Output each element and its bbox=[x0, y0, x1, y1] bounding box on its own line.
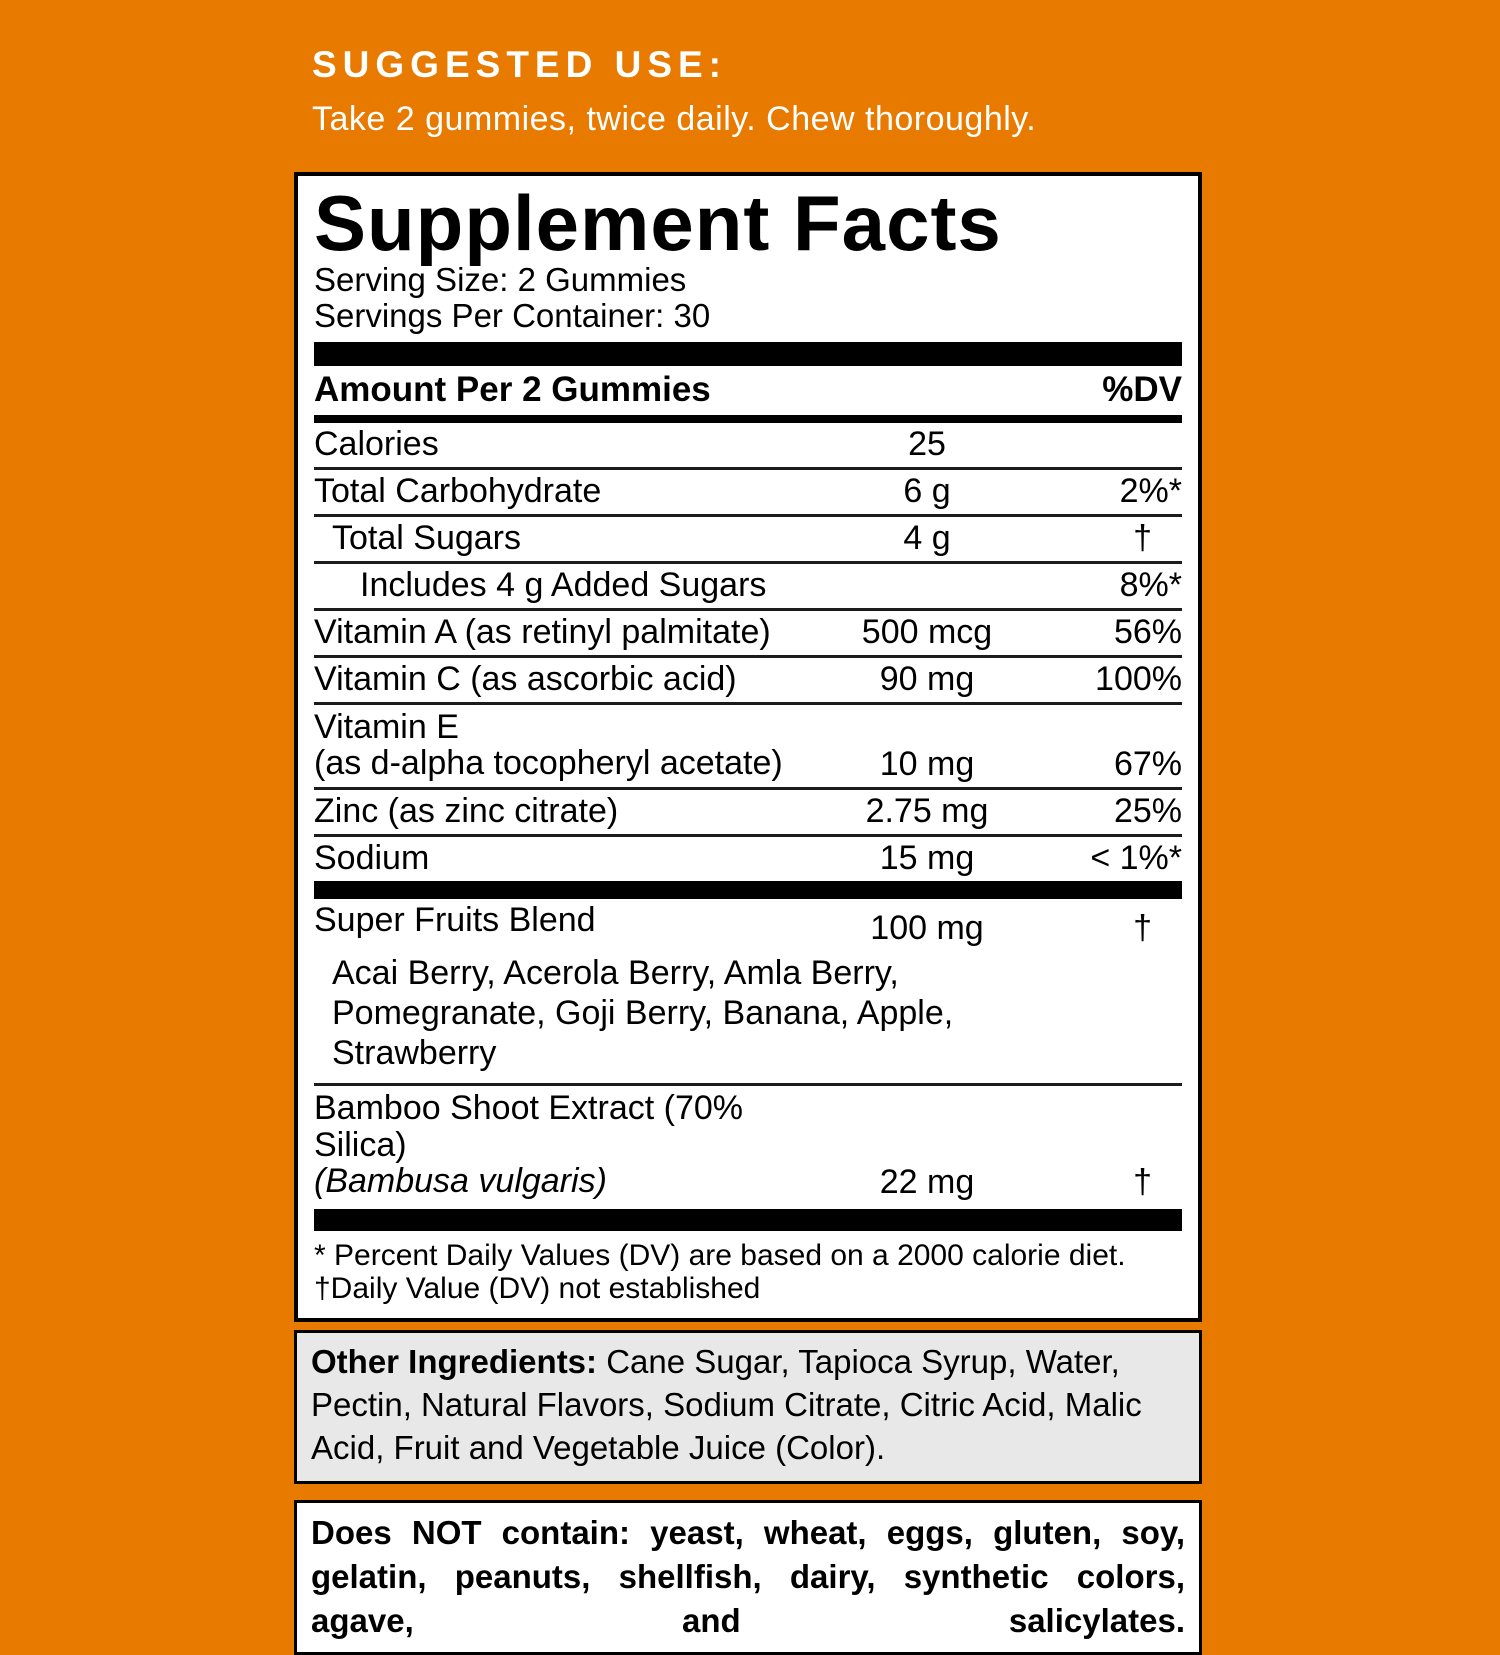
other-ingredients-text: Cane Sugar, Tapioca Syrup, Water, Pectin… bbox=[311, 1342, 1142, 1466]
row-dv: < 1%* bbox=[1090, 839, 1182, 878]
row-amount: 4 g bbox=[903, 519, 951, 558]
table-row-vitamin-a: Vitamin A (as retinyl palmitate) 500 mcg… bbox=[314, 608, 1182, 655]
row-dv: 100% bbox=[1095, 660, 1182, 699]
row-amount: 100 mg bbox=[870, 909, 984, 948]
footnote-dv-not-established: †Daily Value (DV) not established bbox=[314, 1272, 761, 1306]
other-ingredients-box: Other Ingredients: Cane Sugar, Tapioca S… bbox=[294, 1329, 1202, 1485]
servings-per-container: Servings Per Container: 30 bbox=[314, 297, 711, 335]
row-dv: † bbox=[1133, 519, 1152, 558]
row-amount: 90 mg bbox=[879, 660, 975, 699]
table-row-bamboo-shoot-extract: Bamboo Shoot Extract (70% Silica) (Bambu… bbox=[314, 1083, 1182, 1204]
row-name-line2: (as d-alpha tocopheryl acetate) bbox=[314, 744, 783, 783]
row-name: Bamboo Shoot Extract (70% Silica) (Bambu… bbox=[314, 1090, 822, 1198]
row-amount: 6 g bbox=[903, 472, 951, 511]
row-dv: 25% bbox=[1113, 792, 1182, 831]
panel-title: Supplement Facts bbox=[314, 179, 1002, 267]
row-name: Includes 4 g Added Sugars bbox=[360, 566, 767, 605]
suggested-use-heading: SUGGESTED USE: bbox=[312, 44, 727, 85]
row-amount: 500 mcg bbox=[861, 613, 993, 652]
does-not-contain-box: Does NOT contain: yeast, wheat, eggs, gl… bbox=[294, 1500, 1202, 1655]
double-rule bbox=[314, 415, 1182, 424]
row-amount: 10 mg bbox=[879, 745, 975, 784]
other-ingredients-label: Other Ingredients: bbox=[311, 1342, 598, 1380]
row-name: Super Fruits Blend bbox=[314, 901, 596, 940]
row-name: Calories bbox=[314, 425, 439, 464]
divider-bar-thick-top bbox=[314, 342, 1182, 367]
row-name: Vitamin A (as retinyl palmitate) bbox=[314, 613, 771, 652]
row-name: Vitamin E (as d-alpha tocopheryl acetate… bbox=[314, 709, 822, 781]
row-name-line1: Vitamin E bbox=[314, 708, 459, 747]
table-row-vitamin-c: Vitamin C (as ascorbic acid) 90 mg 100% bbox=[314, 655, 1182, 702]
row-dv: 2%* bbox=[1119, 472, 1182, 511]
table-row-vitamin-e: Vitamin E (as d-alpha tocopheryl acetate… bbox=[314, 702, 1182, 787]
table-row-sodium: Sodium 15 mg < 1%* bbox=[314, 834, 1182, 881]
row-name: Zinc (as zinc citrate) bbox=[314, 792, 619, 831]
row-dv: 67% bbox=[1113, 745, 1182, 784]
table-row-zinc: Zinc (as zinc citrate) 2.75 mg 25% bbox=[314, 787, 1182, 834]
amount-column-header: Amount Per 2 Gummies bbox=[314, 370, 711, 410]
row-amount: 25 bbox=[908, 425, 946, 464]
table-header-row: Amount Per 2 Gummies %DV bbox=[314, 366, 1182, 415]
row-name-line1: Bamboo Shoot Extract (70% Silica) bbox=[314, 1089, 744, 1164]
row-dv: † bbox=[1133, 1162, 1152, 1201]
label-stack: Supplement Facts Serving Size: 2 Gummies… bbox=[294, 172, 1202, 1655]
table-row-calories: Calories 25 bbox=[314, 423, 1182, 467]
footnote-daily-values: * Percent Daily Values (DV) are based on… bbox=[314, 1238, 1126, 1272]
blend-line: Pomegranate, Goji Berry, Banana, Apple, bbox=[332, 994, 954, 1033]
suggested-use-text: Take 2 gummies, twice daily. Chew thorou… bbox=[312, 100, 1037, 138]
dv-column-header: %DV bbox=[1102, 370, 1182, 410]
table-row-total-sugars: Total Sugars 4 g † bbox=[314, 514, 1182, 561]
blend-line: Acai Berry, Acerola Berry, Amla Berry, bbox=[332, 954, 899, 993]
table-row-super-fruits-blend: Super Fruits Blend 100 mg † bbox=[314, 899, 1182, 951]
super-fruits-blend-ingredients: Acai Berry, Acerola Berry, Amla Berry, P… bbox=[314, 951, 1182, 1083]
row-amount: 15 mg bbox=[879, 839, 975, 878]
label-background: { "colors": { "background_orange": "#E87… bbox=[294, 44, 1202, 1655]
row-name: Vitamin C (as ascorbic acid) bbox=[314, 660, 737, 699]
row-name-line2: (Bambusa vulgaris) bbox=[314, 1161, 607, 1200]
row-dv: 56% bbox=[1113, 613, 1182, 652]
table-row-added-sugars: Includes 4 g Added Sugars 8%* bbox=[314, 561, 1182, 608]
divider-bar-thick-bottom bbox=[314, 1208, 1182, 1231]
divider-bar-thick-middle bbox=[314, 881, 1182, 900]
row-dv: † bbox=[1133, 909, 1152, 948]
row-amount: 22 mg bbox=[879, 1162, 975, 1201]
supplement-facts-panel: Supplement Facts Serving Size: 2 Gummies… bbox=[294, 172, 1202, 1322]
serving-size: Serving Size: 2 Gummies bbox=[314, 261, 687, 299]
row-name: Total Carbohydrate bbox=[314, 472, 602, 511]
row-dv: 8%* bbox=[1119, 566, 1182, 605]
footnotes: * Percent Daily Values (DV) are based on… bbox=[314, 1231, 1182, 1310]
row-name: Sodium bbox=[314, 839, 430, 878]
row-name: Total Sugars bbox=[332, 519, 521, 558]
suggested-use-section: SUGGESTED USE: Take 2 gummies, twice dai… bbox=[312, 44, 1036, 139]
blend-line: Strawberry bbox=[332, 1034, 497, 1073]
table-row-total-carbohydrate: Total Carbohydrate 6 g 2%* bbox=[314, 467, 1182, 514]
row-amount: 2.75 mg bbox=[865, 792, 989, 831]
